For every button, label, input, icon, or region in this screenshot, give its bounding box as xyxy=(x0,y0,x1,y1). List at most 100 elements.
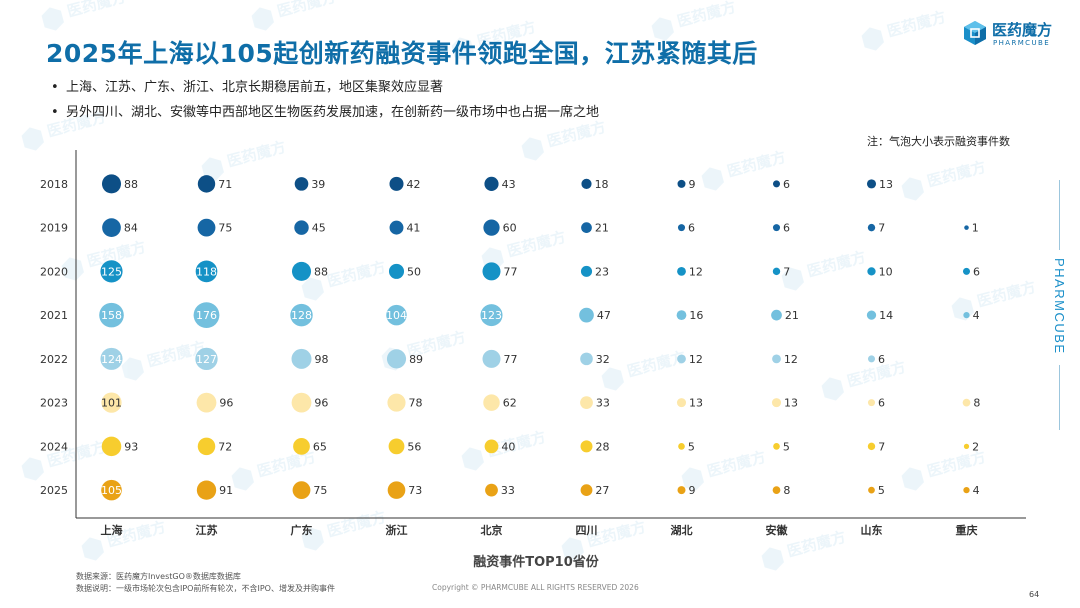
data-label: 77 xyxy=(504,265,518,278)
data-label: 5 xyxy=(878,484,885,497)
data-label: 12 xyxy=(689,265,703,278)
chart-note: 注：气泡大小表示融资事件数 xyxy=(867,135,1010,148)
x-tick-label: 重庆 xyxy=(956,523,978,537)
bubble xyxy=(389,176,404,191)
bubble xyxy=(480,304,503,327)
bubble xyxy=(100,260,123,283)
data-label: 78 xyxy=(409,397,423,410)
bubble xyxy=(677,179,686,188)
data-label: 14 xyxy=(879,309,893,322)
data-label: 23 xyxy=(595,265,609,278)
bubble xyxy=(197,218,216,237)
bubble xyxy=(101,174,122,194)
y-tick-label: 2024 xyxy=(40,440,68,453)
data-label: 8 xyxy=(783,484,790,497)
bubble xyxy=(195,347,218,371)
data-label: 6 xyxy=(878,353,885,366)
page-number: 64 xyxy=(1029,590,1040,599)
data-label: 56 xyxy=(407,440,421,453)
data-label: 128 xyxy=(291,309,312,322)
data-label: 41 xyxy=(406,222,420,235)
bubble xyxy=(678,443,685,450)
data-label: 16 xyxy=(689,309,703,322)
x-tick-label: 北京 xyxy=(481,523,503,537)
data-label: 7 xyxy=(783,265,790,278)
x-tick-label: 四川 xyxy=(576,524,598,537)
bubble xyxy=(482,349,501,368)
data-label: 72 xyxy=(218,440,232,453)
bubble xyxy=(963,486,970,494)
bubble xyxy=(482,262,501,281)
data-label: 7 xyxy=(878,440,885,453)
data-label: 28 xyxy=(595,440,609,453)
bubble xyxy=(676,310,687,320)
bubble xyxy=(580,352,593,366)
data-label: 42 xyxy=(407,178,421,191)
data-label: 33 xyxy=(596,397,610,410)
bubble xyxy=(193,302,220,329)
data-label: 118 xyxy=(196,265,217,278)
data-label: 75 xyxy=(313,484,327,497)
bubble xyxy=(580,484,593,497)
bubble xyxy=(963,311,970,319)
x-tick-label: 安徽 xyxy=(766,523,789,537)
data-label: 43 xyxy=(502,178,516,191)
bubble xyxy=(102,218,121,237)
bubble xyxy=(197,175,216,193)
data-label: 104 xyxy=(386,309,407,322)
logo-subtext: PHARMCUBE xyxy=(993,39,1051,47)
bubble xyxy=(677,224,686,232)
bubble xyxy=(388,438,405,455)
bubble xyxy=(773,443,780,450)
footer-notes: 数据来源：医药魔方InvestGO®数据库数据库 数据说明：一级市场轮次包含IP… xyxy=(76,571,335,595)
bubble xyxy=(387,393,406,412)
bubble xyxy=(772,267,781,276)
bubble xyxy=(581,178,592,189)
y-tick-label: 2025 xyxy=(40,484,68,497)
side-brand-label: PHARMCUBE xyxy=(1052,258,1067,355)
x-tick-label: 浙江 xyxy=(386,523,408,537)
y-tick-label: 2022 xyxy=(40,353,68,366)
bubble xyxy=(580,396,593,410)
bubble xyxy=(580,440,593,453)
bubble xyxy=(677,486,686,495)
bubble xyxy=(964,225,969,230)
data-label: 123 xyxy=(481,309,502,322)
bubble xyxy=(294,177,309,191)
bubble xyxy=(197,437,216,456)
bubble xyxy=(962,267,971,275)
data-label: 13 xyxy=(879,178,893,191)
bubble xyxy=(867,442,876,451)
data-label: 98 xyxy=(314,353,328,366)
data-label: 101 xyxy=(101,397,122,410)
bubble xyxy=(294,220,309,235)
data-label: 9 xyxy=(689,178,696,191)
bubble xyxy=(291,261,312,281)
bubble xyxy=(293,437,310,455)
bubble xyxy=(386,304,407,326)
bubble xyxy=(579,307,594,323)
x-tick-label: 上海 xyxy=(101,523,123,537)
data-label: 1 xyxy=(972,222,979,235)
data-label: 9 xyxy=(689,484,696,497)
brand-logo: 医药魔方 PHARMCUBE xyxy=(962,18,1062,50)
x-tick-label: 广东 xyxy=(291,523,313,537)
bubble xyxy=(389,220,404,235)
data-label: 88 xyxy=(314,265,328,278)
copyright: Copyright © PHARMCUBE ALL RIGHTS RESERVE… xyxy=(432,583,639,592)
data-label: 4 xyxy=(973,309,980,322)
bubble xyxy=(581,222,592,233)
data-label: 6 xyxy=(878,397,885,410)
x-tick-label: 湖北 xyxy=(671,523,693,537)
bubble xyxy=(387,481,406,499)
data-label: 62 xyxy=(503,397,517,410)
bubble xyxy=(867,355,876,363)
x-tick-label: 山东 xyxy=(861,523,883,537)
data-label: 45 xyxy=(312,222,326,235)
bubble xyxy=(386,349,407,369)
bubble xyxy=(963,443,970,450)
bubble xyxy=(677,354,686,364)
data-label: 33 xyxy=(501,484,515,497)
bubble xyxy=(101,479,122,501)
